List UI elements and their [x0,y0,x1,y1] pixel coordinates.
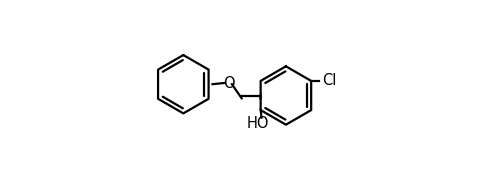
Text: O: O [222,76,234,91]
Text: HO: HO [246,116,268,131]
Text: Cl: Cl [322,73,336,88]
